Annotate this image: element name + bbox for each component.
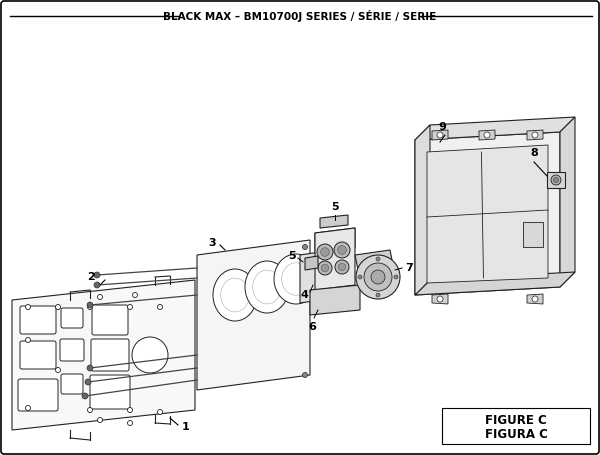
Circle shape [132,337,168,373]
Polygon shape [432,130,448,140]
Circle shape [376,257,380,261]
Polygon shape [315,228,355,290]
Circle shape [376,293,380,297]
Circle shape [97,418,103,423]
Circle shape [128,304,133,309]
Circle shape [88,408,92,413]
Text: 2: 2 [87,272,95,282]
Circle shape [358,275,362,279]
Ellipse shape [213,269,257,321]
Circle shape [320,248,329,257]
Circle shape [94,272,100,278]
Circle shape [334,242,350,258]
FancyBboxPatch shape [18,379,58,411]
Polygon shape [305,256,318,270]
Polygon shape [527,130,543,140]
Circle shape [94,282,100,288]
FancyBboxPatch shape [61,374,83,394]
Text: 7: 7 [405,263,413,273]
FancyBboxPatch shape [20,306,56,334]
Circle shape [484,132,490,138]
Circle shape [394,275,398,279]
Polygon shape [415,125,430,295]
Bar [547,172,565,188]
Polygon shape [415,272,575,295]
Circle shape [302,373,308,378]
Text: FIGURA C: FIGURA C [485,429,547,441]
Bar [442,408,590,444]
FancyBboxPatch shape [92,305,128,335]
Circle shape [302,244,308,249]
Circle shape [437,132,443,138]
Circle shape [25,405,31,410]
Circle shape [82,393,88,399]
Polygon shape [315,228,355,253]
Circle shape [551,175,561,185]
Circle shape [338,246,346,254]
Circle shape [85,379,91,385]
Bar [523,222,543,247]
Polygon shape [479,130,495,140]
Circle shape [364,263,392,291]
Text: 4: 4 [300,290,308,300]
Circle shape [25,338,31,343]
Polygon shape [427,145,548,283]
Polygon shape [415,132,560,295]
Polygon shape [197,240,310,390]
Circle shape [128,420,133,425]
Circle shape [335,260,349,274]
Polygon shape [560,117,575,287]
Circle shape [88,304,92,309]
Text: 9: 9 [438,122,446,132]
Circle shape [133,293,137,298]
Circle shape [128,408,133,413]
Circle shape [157,304,163,309]
Text: BLACK MAX – BM10700J SERIES / SÉRIE / SERIE: BLACK MAX – BM10700J SERIES / SÉRIE / SE… [163,10,437,22]
Circle shape [56,304,61,309]
Circle shape [532,296,538,302]
Text: 8: 8 [530,148,538,158]
Polygon shape [355,250,395,280]
Text: 5: 5 [289,251,296,261]
Circle shape [338,263,346,271]
Text: 1: 1 [182,422,190,432]
Circle shape [87,365,93,371]
Polygon shape [300,252,320,303]
Ellipse shape [245,261,289,313]
FancyBboxPatch shape [61,308,83,328]
FancyBboxPatch shape [91,339,129,371]
FancyBboxPatch shape [20,341,56,369]
Circle shape [554,177,559,182]
FancyBboxPatch shape [60,339,84,361]
Circle shape [157,410,163,415]
Circle shape [321,264,329,272]
Polygon shape [415,117,575,140]
Polygon shape [527,294,543,304]
Circle shape [318,261,332,275]
Text: 6: 6 [308,322,316,332]
Circle shape [532,132,538,138]
Text: 5: 5 [331,202,339,212]
FancyBboxPatch shape [90,375,130,409]
Circle shape [87,302,93,308]
Ellipse shape [274,254,318,304]
Circle shape [371,270,385,284]
Circle shape [97,294,103,299]
Circle shape [25,304,31,309]
Text: 3: 3 [208,238,216,248]
Polygon shape [432,294,448,304]
Polygon shape [310,285,360,315]
Polygon shape [320,215,348,228]
Circle shape [317,244,333,260]
Text: FIGURE C: FIGURE C [485,415,547,428]
Circle shape [356,255,400,299]
Circle shape [437,296,443,302]
Polygon shape [12,280,195,430]
Circle shape [56,368,61,373]
